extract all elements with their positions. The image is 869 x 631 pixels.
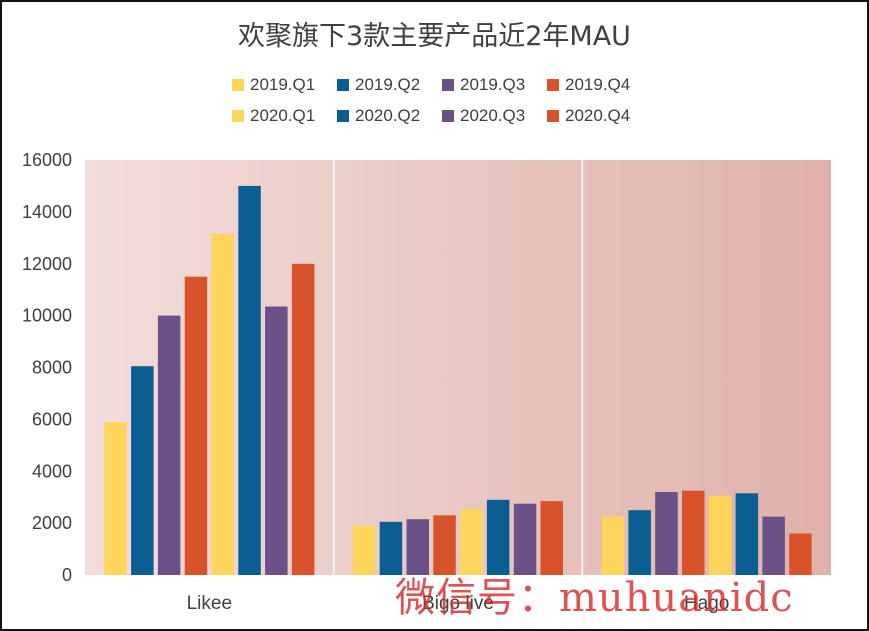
legend-label: 2020.Q2 (355, 106, 421, 125)
legend-swatch (547, 110, 559, 122)
x-category-label: Hago (684, 593, 729, 614)
legend-item: 2019.Q3 (442, 75, 547, 95)
bar (406, 519, 429, 575)
bar (379, 521, 403, 575)
bar (131, 366, 154, 575)
bar (540, 501, 563, 575)
legend-swatch (337, 110, 349, 122)
x-category-label: Bigo live (422, 593, 494, 614)
legend-item: 2020.Q3 (442, 106, 547, 126)
legend-label: 2019.Q1 (250, 75, 316, 94)
x-axis: Likee Bigo live Hago (187, 593, 730, 614)
bar (513, 503, 537, 575)
watermark-text: 微信号：muhuanidc (395, 575, 794, 621)
legend-item: 2020.Q2 (337, 106, 442, 126)
legend-label: 2019.Q2 (355, 75, 421, 94)
bar (157, 315, 181, 575)
legend-item: 2020.Q4 (547, 106, 652, 126)
y-axis: 0 2000 4000 6000 8000 10000 12000 14000 16000 (22, 150, 72, 585)
bar (265, 306, 288, 575)
bar (601, 516, 625, 575)
bar (433, 515, 456, 575)
legend-item: 2020.Q1 (232, 106, 337, 126)
y-tick-label: 10000 (22, 306, 72, 326)
legend-swatch (232, 79, 244, 91)
legend-label: 2019.Q3 (460, 75, 526, 94)
x-category-label: Likee (187, 593, 232, 614)
y-tick-label: 16000 (22, 150, 72, 170)
y-tick-label: 4000 (32, 461, 72, 481)
legend-item: 2019.Q4 (547, 75, 652, 95)
plot-background (85, 160, 831, 575)
bar (735, 493, 759, 575)
bars (104, 185, 812, 576)
chart-title: 欢聚旗下3款主要产品近2年MAU (238, 21, 631, 52)
y-tick-label: 6000 (32, 409, 72, 429)
legend-item: 2019.Q1 (232, 75, 337, 95)
bar (460, 508, 483, 575)
y-tick-label: 14000 (22, 202, 72, 222)
bar (211, 233, 234, 575)
bar (708, 495, 732, 575)
y-tick-label: 0 (62, 565, 72, 585)
y-tick-label: 12000 (22, 254, 72, 274)
bar (184, 276, 208, 575)
legend-label: 2020.Q3 (460, 106, 526, 125)
y-tick-label: 8000 (32, 358, 72, 378)
bar (291, 263, 315, 576)
legend-swatch (442, 110, 454, 122)
legend-swatch (337, 79, 349, 91)
bar (655, 492, 678, 575)
bar (628, 510, 651, 575)
bar (762, 516, 785, 575)
legend-row-2019: 2019.Q1 2019.Q2 2019.Q3 2019.Q4 (232, 74, 652, 96)
category-dividers (332, 160, 584, 575)
legend-swatch (232, 110, 244, 122)
bar (789, 533, 812, 575)
bar (486, 499, 510, 575)
legend-item: 2019.Q2 (337, 75, 442, 95)
legend-swatch (442, 79, 454, 91)
legend-label: 2019.Q4 (565, 75, 631, 94)
legend-label: 2020.Q1 (250, 106, 316, 125)
legend-swatch (547, 79, 559, 91)
bar (682, 490, 705, 575)
legend-label: 2020.Q4 (565, 106, 631, 125)
bar (238, 185, 261, 575)
bar (352, 525, 376, 575)
legend-row-2020: 2020.Q1 2020.Q2 2020.Q3 2020.Q4 (232, 105, 652, 127)
y-tick-label: 2000 (32, 513, 72, 533)
bar (104, 422, 127, 575)
